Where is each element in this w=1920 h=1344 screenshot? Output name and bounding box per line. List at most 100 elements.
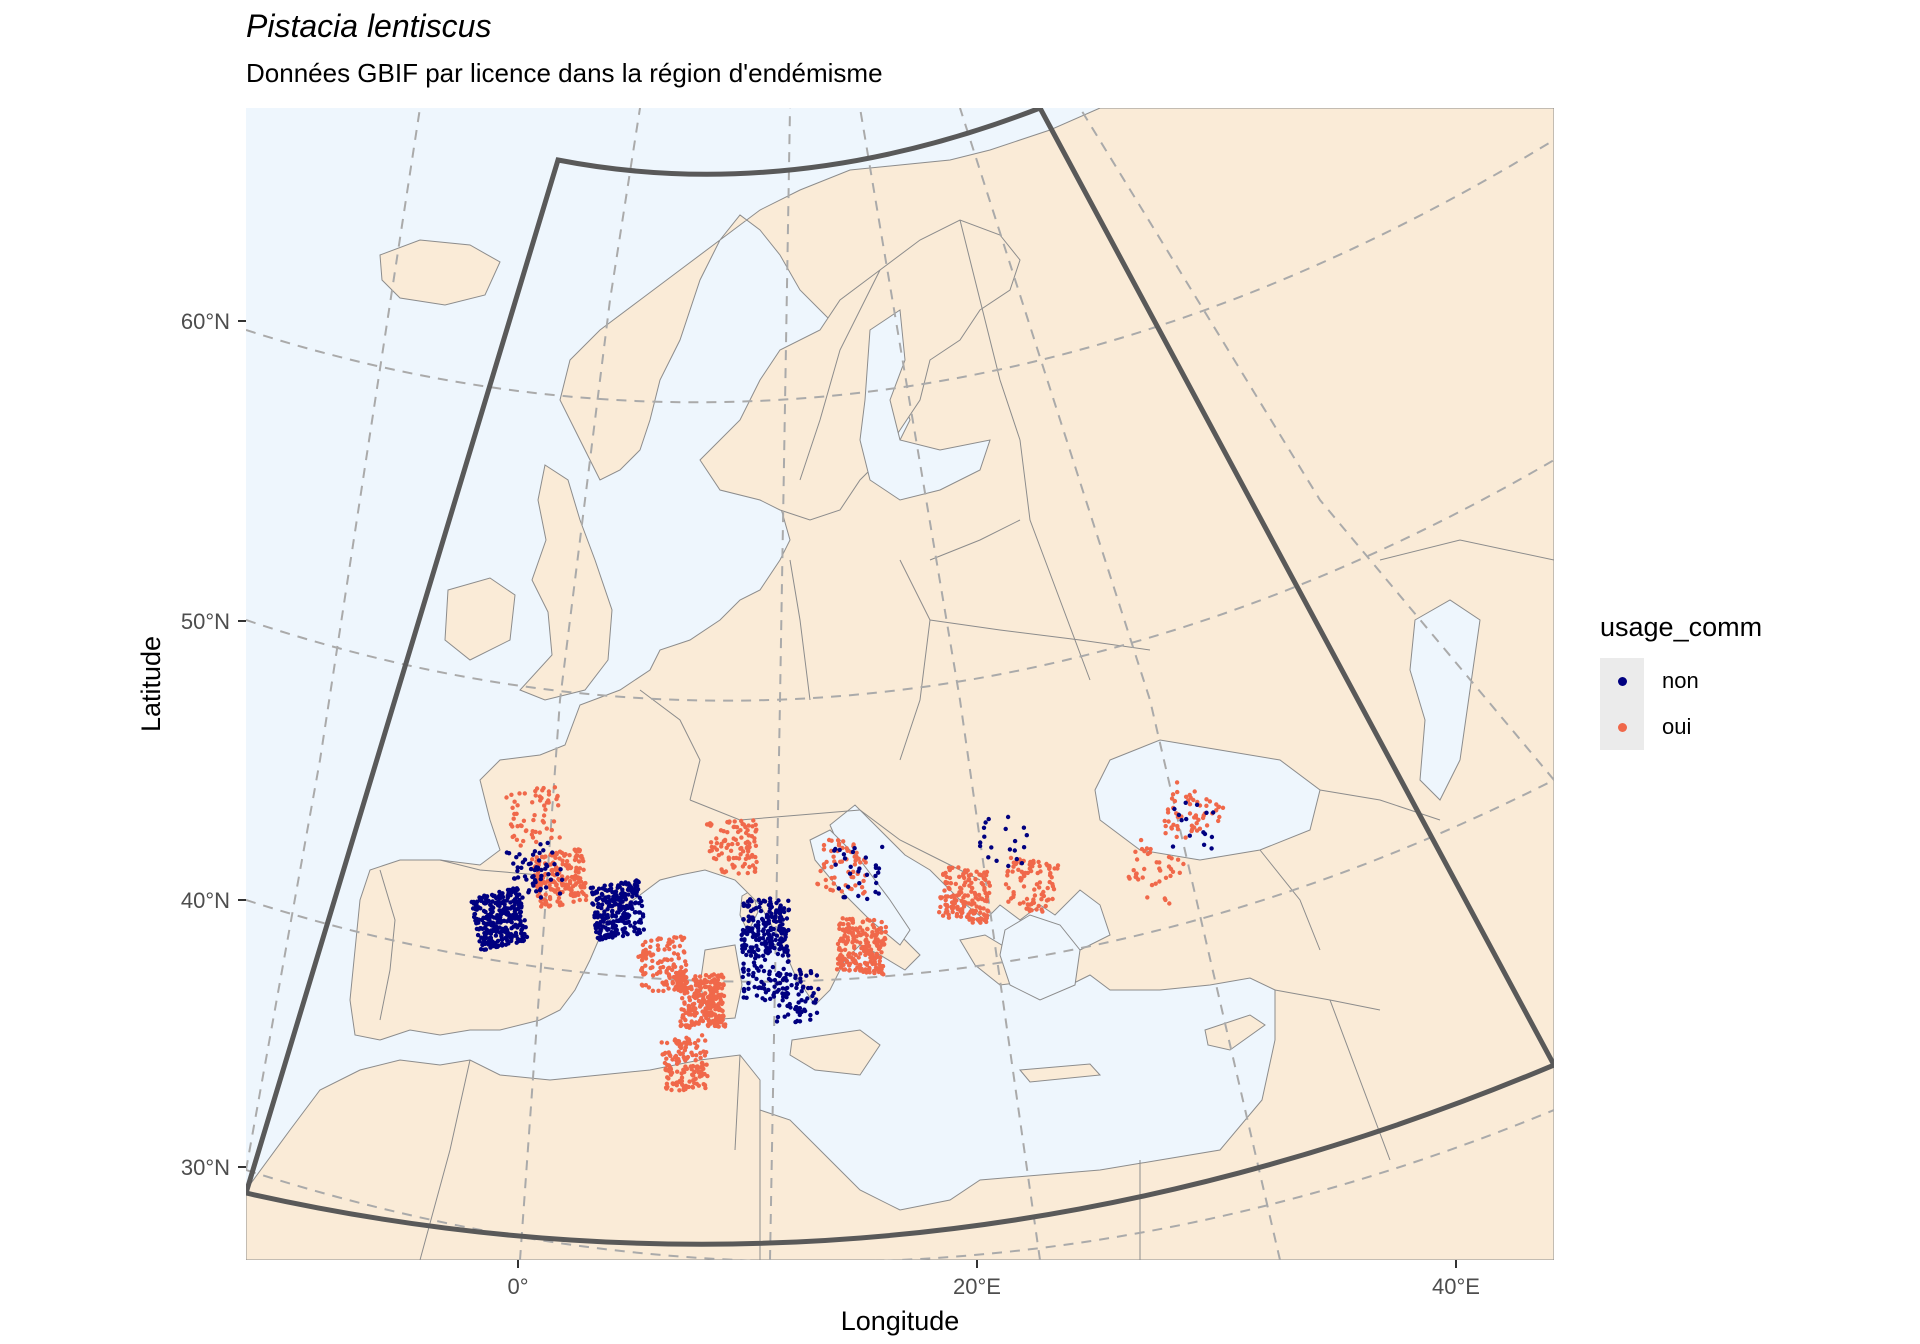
occurrence-point-oui bbox=[540, 901, 545, 907]
occurrence-point-non bbox=[488, 902, 493, 907]
occurrence-point-non bbox=[1024, 833, 1030, 838]
occurrence-point-non bbox=[800, 985, 806, 990]
occurrence-point-oui bbox=[715, 973, 720, 979]
occurrence-point-oui bbox=[821, 842, 827, 848]
occurrence-point-non bbox=[498, 908, 503, 913]
occurrence-point-non bbox=[624, 920, 630, 925]
occurrence-point-oui bbox=[577, 847, 582, 853]
occurrence-point-non bbox=[519, 927, 524, 933]
occurrence-point-non bbox=[515, 875, 521, 880]
occurrence-point-non bbox=[762, 932, 767, 937]
caspian-sea bbox=[1409, 599, 1481, 801]
occurrence-point-oui bbox=[1217, 814, 1222, 820]
occurrence-point-non bbox=[764, 915, 770, 920]
occurrence-point-oui bbox=[1157, 866, 1162, 871]
occurrence-point-non bbox=[600, 924, 606, 929]
occurrence-point-oui bbox=[853, 952, 858, 958]
occurrence-point-oui bbox=[1131, 868, 1136, 873]
occurrence-point-oui bbox=[670, 981, 675, 986]
occurrence-point-oui bbox=[835, 838, 841, 843]
occurrence-point-oui bbox=[854, 927, 860, 932]
occurrence-point-non bbox=[751, 931, 756, 937]
occurrence-point-non bbox=[769, 935, 774, 940]
occurrence-point-non bbox=[481, 937, 487, 943]
occurrence-point-oui bbox=[1187, 811, 1193, 816]
occurrence-point-oui bbox=[874, 941, 879, 946]
occurrence-point-oui bbox=[1163, 831, 1168, 836]
occurrence-point-non bbox=[610, 913, 615, 919]
y-tick-label-60: 60°N bbox=[181, 309, 230, 334]
occurrence-point-non bbox=[754, 976, 759, 982]
occurrence-point-oui bbox=[686, 1084, 691, 1090]
occurrence-point-oui bbox=[853, 883, 858, 888]
occurrence-point-oui bbox=[694, 1053, 699, 1058]
occurrence-point-non bbox=[754, 943, 759, 949]
occurrence-point-oui bbox=[713, 988, 718, 993]
occurrence-point-oui bbox=[950, 909, 955, 915]
occurrence-point-oui bbox=[533, 793, 538, 798]
occurrence-point-non bbox=[511, 912, 516, 918]
occurrence-point-oui bbox=[670, 939, 675, 944]
occurrence-point-oui bbox=[650, 965, 655, 970]
occurrence-point-oui bbox=[877, 945, 883, 950]
occurrence-point-oui bbox=[944, 874, 949, 880]
occurrence-point-oui bbox=[1017, 901, 1023, 906]
occurrence-point-non bbox=[1194, 802, 1200, 807]
occurrence-point-oui bbox=[1175, 823, 1180, 829]
occurrence-point-non bbox=[762, 997, 768, 1003]
occurrence-point-oui bbox=[560, 862, 565, 867]
occurrence-point-oui bbox=[853, 967, 858, 973]
occurrence-point-non bbox=[504, 911, 509, 916]
occurrence-point-oui bbox=[978, 920, 983, 925]
occurrence-point-oui bbox=[1162, 896, 1168, 901]
occurrence-point-oui bbox=[560, 858, 565, 863]
occurrence-point-oui bbox=[1216, 818, 1221, 824]
occurrence-point-oui bbox=[544, 826, 549, 831]
occurrence-point-non bbox=[639, 903, 645, 909]
occurrence-point-non bbox=[1172, 806, 1177, 812]
occurrence-point-oui bbox=[1204, 797, 1209, 802]
occurrence-point-oui bbox=[847, 961, 853, 966]
occurrence-point-oui bbox=[1133, 874, 1138, 880]
occurrence-point-non bbox=[775, 1014, 781, 1020]
occurrence-point-non bbox=[808, 1017, 813, 1022]
occurrence-point-non bbox=[759, 941, 765, 946]
occurrence-point-oui bbox=[673, 984, 678, 990]
occurrence-point-oui bbox=[831, 854, 836, 859]
occurrence-point-non bbox=[758, 908, 764, 914]
occurrence-point-non bbox=[499, 934, 504, 939]
occurrence-point-oui bbox=[1168, 873, 1173, 879]
occurrence-point-oui bbox=[555, 794, 560, 799]
occurrence-point-non bbox=[605, 921, 610, 926]
occurrence-point-oui bbox=[1021, 884, 1027, 889]
occurrence-point-oui bbox=[883, 924, 889, 930]
occurrence-point-oui bbox=[1029, 901, 1034, 907]
occurrence-point-oui bbox=[541, 785, 546, 791]
occurrence-point-non bbox=[770, 964, 776, 970]
occurrence-point-oui bbox=[644, 952, 649, 957]
occurrence-point-oui bbox=[689, 1050, 694, 1055]
occurrence-point-non bbox=[486, 898, 491, 904]
occurrence-point-non bbox=[750, 945, 755, 950]
occurrence-point-oui bbox=[839, 948, 844, 953]
occurrence-point-non bbox=[746, 967, 751, 973]
occurrence-point-oui bbox=[858, 951, 863, 956]
occurrence-point-oui bbox=[1194, 821, 1199, 826]
occurrence-point-oui bbox=[697, 974, 703, 979]
occurrence-point-oui bbox=[1006, 885, 1011, 891]
occurrence-point-oui bbox=[853, 960, 859, 966]
occurrence-point-non bbox=[796, 992, 801, 997]
region-outline bbox=[246, 108, 1554, 1247]
occurrence-point-oui bbox=[667, 1069, 672, 1074]
occurrence-point-oui bbox=[1005, 873, 1010, 878]
occurrence-point-oui bbox=[958, 914, 964, 919]
occurrence-point-non bbox=[635, 879, 641, 884]
occurrence-point-non bbox=[780, 998, 785, 1003]
occurrence-point-oui bbox=[871, 925, 877, 930]
occurrence-point-non bbox=[777, 915, 782, 920]
occurrence-point-oui bbox=[690, 1072, 695, 1077]
occurrence-point-oui bbox=[747, 864, 752, 870]
occurrence-point-oui bbox=[709, 999, 715, 1004]
graticule-lat-30 bbox=[246, 1109, 1554, 1260]
